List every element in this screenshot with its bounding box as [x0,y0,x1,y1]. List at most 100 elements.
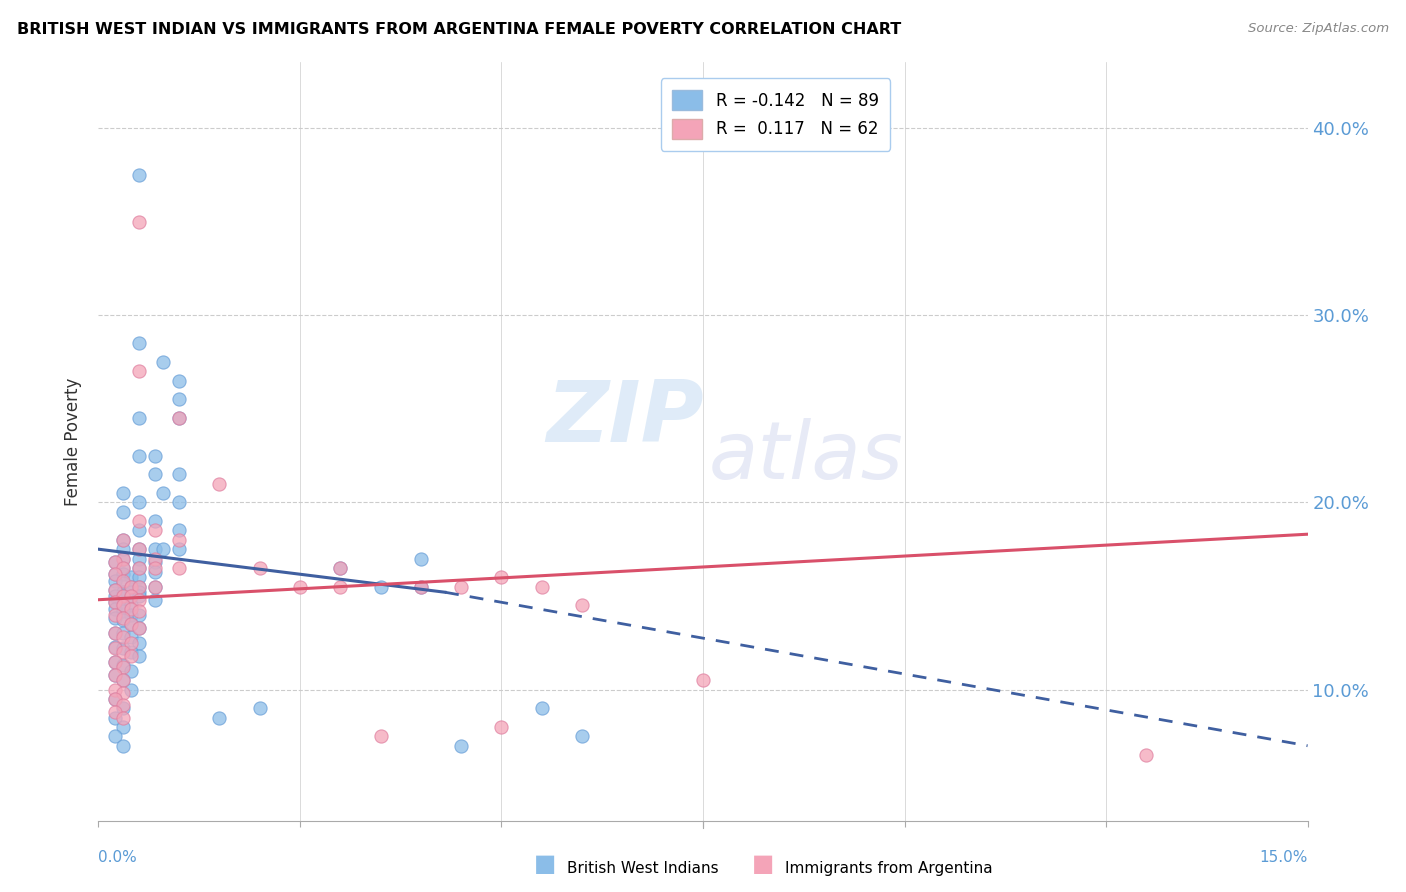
Point [111,673,134,688]
Point [111,561,134,575]
Point [167,467,190,482]
Point [370,730,392,744]
Text: ■: ■ [752,852,775,876]
Point [111,585,134,599]
Point [167,524,190,538]
Point [120,617,142,632]
Point [120,585,142,599]
Point [111,686,134,700]
Point [103,574,125,588]
Point [491,720,513,734]
Point [111,505,134,519]
Point [128,551,150,566]
Point [1135,748,1157,763]
Text: atlas: atlas [709,417,904,496]
Point [167,495,190,509]
Point [103,594,125,608]
Point [128,561,150,575]
Point [692,673,714,688]
Point [128,621,150,635]
Point [128,524,150,538]
Point [143,449,166,463]
Point [409,580,432,594]
Point [103,692,125,706]
Point [111,613,134,627]
Text: 15.0%: 15.0% [1260,850,1308,865]
Point [120,589,142,603]
Point [329,561,352,575]
Point [409,551,432,566]
Point [370,580,392,594]
Point [167,374,190,388]
Point [120,664,142,678]
Point [143,542,166,557]
Point [103,626,125,640]
Point [128,336,150,351]
Point [167,533,190,547]
Point [111,599,134,613]
Point [111,739,134,753]
Point [128,168,150,182]
Point [167,411,190,425]
Point [111,542,134,557]
Point [128,592,150,607]
Point [103,682,125,697]
Point [120,580,142,594]
Point [103,611,125,625]
Point [143,580,166,594]
Text: Immigrants from Argentina: Immigrants from Argentina [785,861,993,876]
Point [111,551,134,566]
Point [111,626,134,640]
Point [167,392,190,407]
Point [128,580,150,594]
Point [103,641,125,656]
Point [128,214,150,228]
Point [530,701,553,715]
Point [143,467,166,482]
Point [143,580,166,594]
Point [152,486,174,500]
Point [111,561,134,575]
Point [128,621,150,635]
Point [111,630,134,644]
Text: Source: ZipAtlas.com: Source: ZipAtlas.com [1249,22,1389,36]
Text: ■: ■ [534,852,557,876]
Point [103,583,125,598]
Point [103,602,125,616]
Point [128,514,150,528]
Point [128,589,150,603]
Point [111,611,134,625]
Legend: R = -0.142   N = 89, R =  0.117   N = 62: R = -0.142 N = 89, R = 0.117 N = 62 [661,78,890,151]
Point [111,720,134,734]
Point [111,698,134,712]
Point [450,739,472,753]
Point [249,701,271,715]
Point [103,594,125,608]
Point [103,589,125,603]
Point [167,561,190,575]
Point [111,589,134,603]
Point [111,645,134,659]
Point [103,705,125,719]
Point [111,711,134,725]
Point [128,585,150,599]
Point [120,602,142,616]
Point [143,524,166,538]
Point [111,589,134,603]
Point [103,730,125,744]
Point [103,607,125,622]
Point [571,730,593,744]
Point [128,449,150,463]
Point [111,604,134,618]
Point [103,655,125,669]
Point [208,476,231,491]
Point [120,682,142,697]
Point [128,636,150,650]
Point [143,514,166,528]
Point [111,574,134,588]
Point [167,542,190,557]
Point [103,667,125,681]
Point [143,555,166,569]
Point [120,589,142,603]
Point [208,711,231,725]
